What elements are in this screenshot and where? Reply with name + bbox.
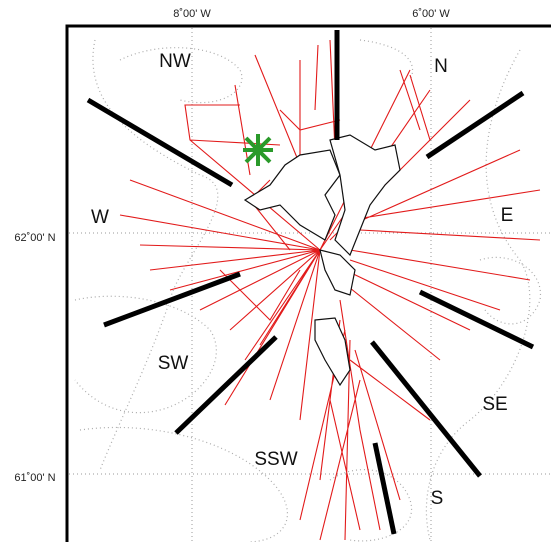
longitude-label: 8˚00' W bbox=[173, 8, 211, 20]
survey-tracks bbox=[119, 39, 541, 541]
sector-label: N bbox=[434, 56, 448, 77]
sector-label: NW bbox=[159, 51, 191, 72]
sector-label: S bbox=[431, 488, 444, 509]
graticule bbox=[69, 28, 551, 542]
latitude-label: 61˚00' N bbox=[14, 472, 55, 484]
station-marker bbox=[243, 134, 273, 166]
sector-label: SSW bbox=[254, 449, 297, 470]
latitude-label: 62˚00' N bbox=[14, 232, 55, 244]
longitude-label: 6˚00' W bbox=[412, 8, 450, 20]
sector-label: E bbox=[501, 205, 514, 226]
sector-labels: NW N W E SW SE SSW S bbox=[91, 51, 513, 509]
sector-lines bbox=[86, 30, 535, 535]
islands bbox=[243, 134, 401, 387]
map-frame bbox=[65, 24, 551, 542]
sector-label: W bbox=[91, 207, 109, 228]
sector-label: SE bbox=[482, 394, 507, 415]
sector-label: SW bbox=[158, 353, 189, 374]
